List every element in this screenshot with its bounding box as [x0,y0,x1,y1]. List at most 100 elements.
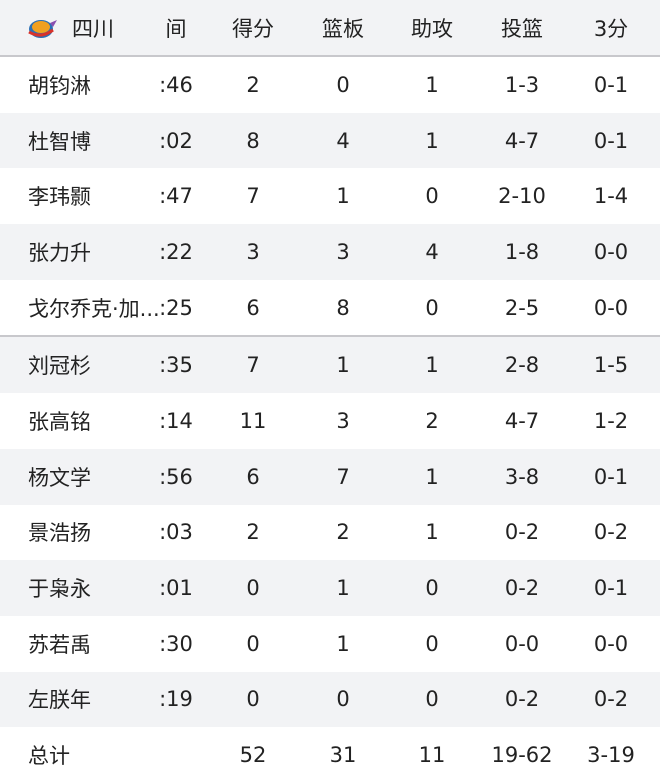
cell-pts: 3 [246,239,260,264]
cell-reb: 31 [329,743,357,768]
player-row: 李玮颢:47 7 1 0 2-10 1-4 [0,168,660,224]
cell-time: :30 [159,631,193,656]
cell-tp: 0-0 [593,239,629,264]
cell-reb: 4 [336,128,350,153]
cell-fg: 3-8 [504,464,540,489]
cell-pts: 0 [246,631,260,656]
cell-time: :19 [159,687,193,712]
cell-time: :46 [159,72,193,97]
cell-fg: 0-2 [504,687,540,712]
cell-name: 李玮颢 [28,185,91,210]
col-assists: 助攻 [411,16,453,41]
player-row: 景浩扬:03 2 2 1 0-2 0-2 [0,505,660,561]
player-row: 杜智博:02 8 4 1 4-7 0-1 [0,112,660,169]
cell-ast: 0 [425,631,439,656]
cell-fg: 2-5 [504,295,540,320]
table-header: 四川 间 得分 篮板 助攻 投篮 3分 [0,0,660,57]
player-row: 胡钧淋 :46 2 0 1 1-3 0-1 [0,57,660,113]
cell-fg: 0-0 [504,631,540,656]
cell-reb: 3 [336,408,350,433]
cell-reb: 8 [336,295,350,320]
cell-name: 杨文学 [28,465,91,490]
cell-tp: 0-2 [593,520,629,545]
cell-pts: 2 [246,520,260,545]
cell-name: 胡钧淋 [28,73,91,98]
cell-pts: 8 [246,128,260,153]
player-row: 刘冠杉 :35 7 1 1 2-8 1-5 [0,337,660,394]
cell-pts: 6 [246,295,260,320]
cell-reb: 1 [336,576,350,601]
cell-ast: 4 [425,239,439,264]
cell-tp: 1-5 [593,353,629,378]
cell-pts: 11 [239,408,267,433]
cell-pts: 2 [246,72,260,97]
cell-name: 总计 [28,744,70,769]
cell-reb: 1 [336,631,350,656]
col-3pt: 3分 [593,16,629,41]
col-rebounds: 篮板 [322,16,364,41]
cell-tp: 0-0 [593,631,629,656]
cell-time: :35 [159,353,193,378]
col-points: 得分 [232,16,274,41]
player-row: 张高铭:14 11 3 2 4-7 1-2 [0,393,660,449]
cell-tp: 0-1 [593,464,629,489]
player-row: 戈尔乔克·加...:25 6 8 0 2-5 0-0 [0,280,660,338]
player-row: 左朕年:19 0 0 0 0-2 0-2 [0,671,660,728]
col-fg: 投篮 [501,16,543,41]
cell-pts: 0 [246,576,260,601]
cell-time: :03 [159,520,193,545]
cell-fg: 0-2 [504,576,540,601]
cell-pts: 7 [246,353,260,378]
cell-ast: 0 [425,687,439,712]
cell-fg: 2-10 [498,184,546,209]
cell-time: :22 [159,239,193,264]
player-row: 苏若禹 :30 0 1 0 0-0 0-0 [0,616,660,672]
cell-reb: 0 [336,72,350,97]
cell-ast: 0 [425,184,439,209]
cell-fg: 4-7 [504,408,540,433]
cell-name: 刘冠杉 [28,354,91,379]
cell-reb: 7 [336,464,350,489]
cell-tp: 0-2 [593,687,629,712]
cell-ast: 1 [425,520,439,545]
cell-name: 张力升 [28,240,91,265]
team-logo [28,19,57,38]
cell-time: :25 [159,295,193,320]
cell-ast: 11 [418,743,446,768]
cell-fg: 4-7 [504,128,540,153]
cell-pts: 6 [246,464,260,489]
cell-name: 于枭永 [28,577,91,602]
cell-time: :02 [159,128,193,153]
cell-time: :01 [159,576,193,601]
cell-reb: 3 [336,239,350,264]
cell-tp: 1-4 [593,184,629,209]
cell-pts: 52 [239,743,267,768]
cell-name: 张高铭 [28,409,91,434]
cell-fg: 19-62 [491,743,553,768]
cell-reb: 1 [336,353,350,378]
cell-reb: 0 [336,687,350,712]
cell-time: :56 [159,464,193,489]
cell-name: 戈尔乔克·加... [28,296,160,321]
cell-fg: 2-8 [504,353,540,378]
cell-ast: 0 [425,576,439,601]
cell-fg: 1-8 [504,239,540,264]
cell-ast: 1 [425,72,439,97]
player-row: 张力升 :22 3 3 4 1-8 0-0 [0,224,660,280]
cell-name: 苏若禹 [28,632,91,657]
cell-tp: 0-1 [593,128,629,153]
cell-ast: 2 [425,408,439,433]
cell-ast: 0 [425,295,439,320]
cell-name: 景浩扬 [28,521,91,546]
cell-tp: 0-1 [593,576,629,601]
cell-time: :14 [159,408,193,433]
cell-ast: 1 [425,464,439,489]
total-row: 总计 52 31 11 19-62 3-19 [0,727,660,783]
player-row: 于枭永 :01 0 1 0 0-2 0-1 [0,560,660,616]
cell-ast: 1 [425,353,439,378]
cell-fg: 1-3 [504,72,540,97]
cell-name: 杜智博 [28,129,91,154]
cell-tp: 0-1 [593,72,629,97]
team-name: 四川 [72,16,114,41]
